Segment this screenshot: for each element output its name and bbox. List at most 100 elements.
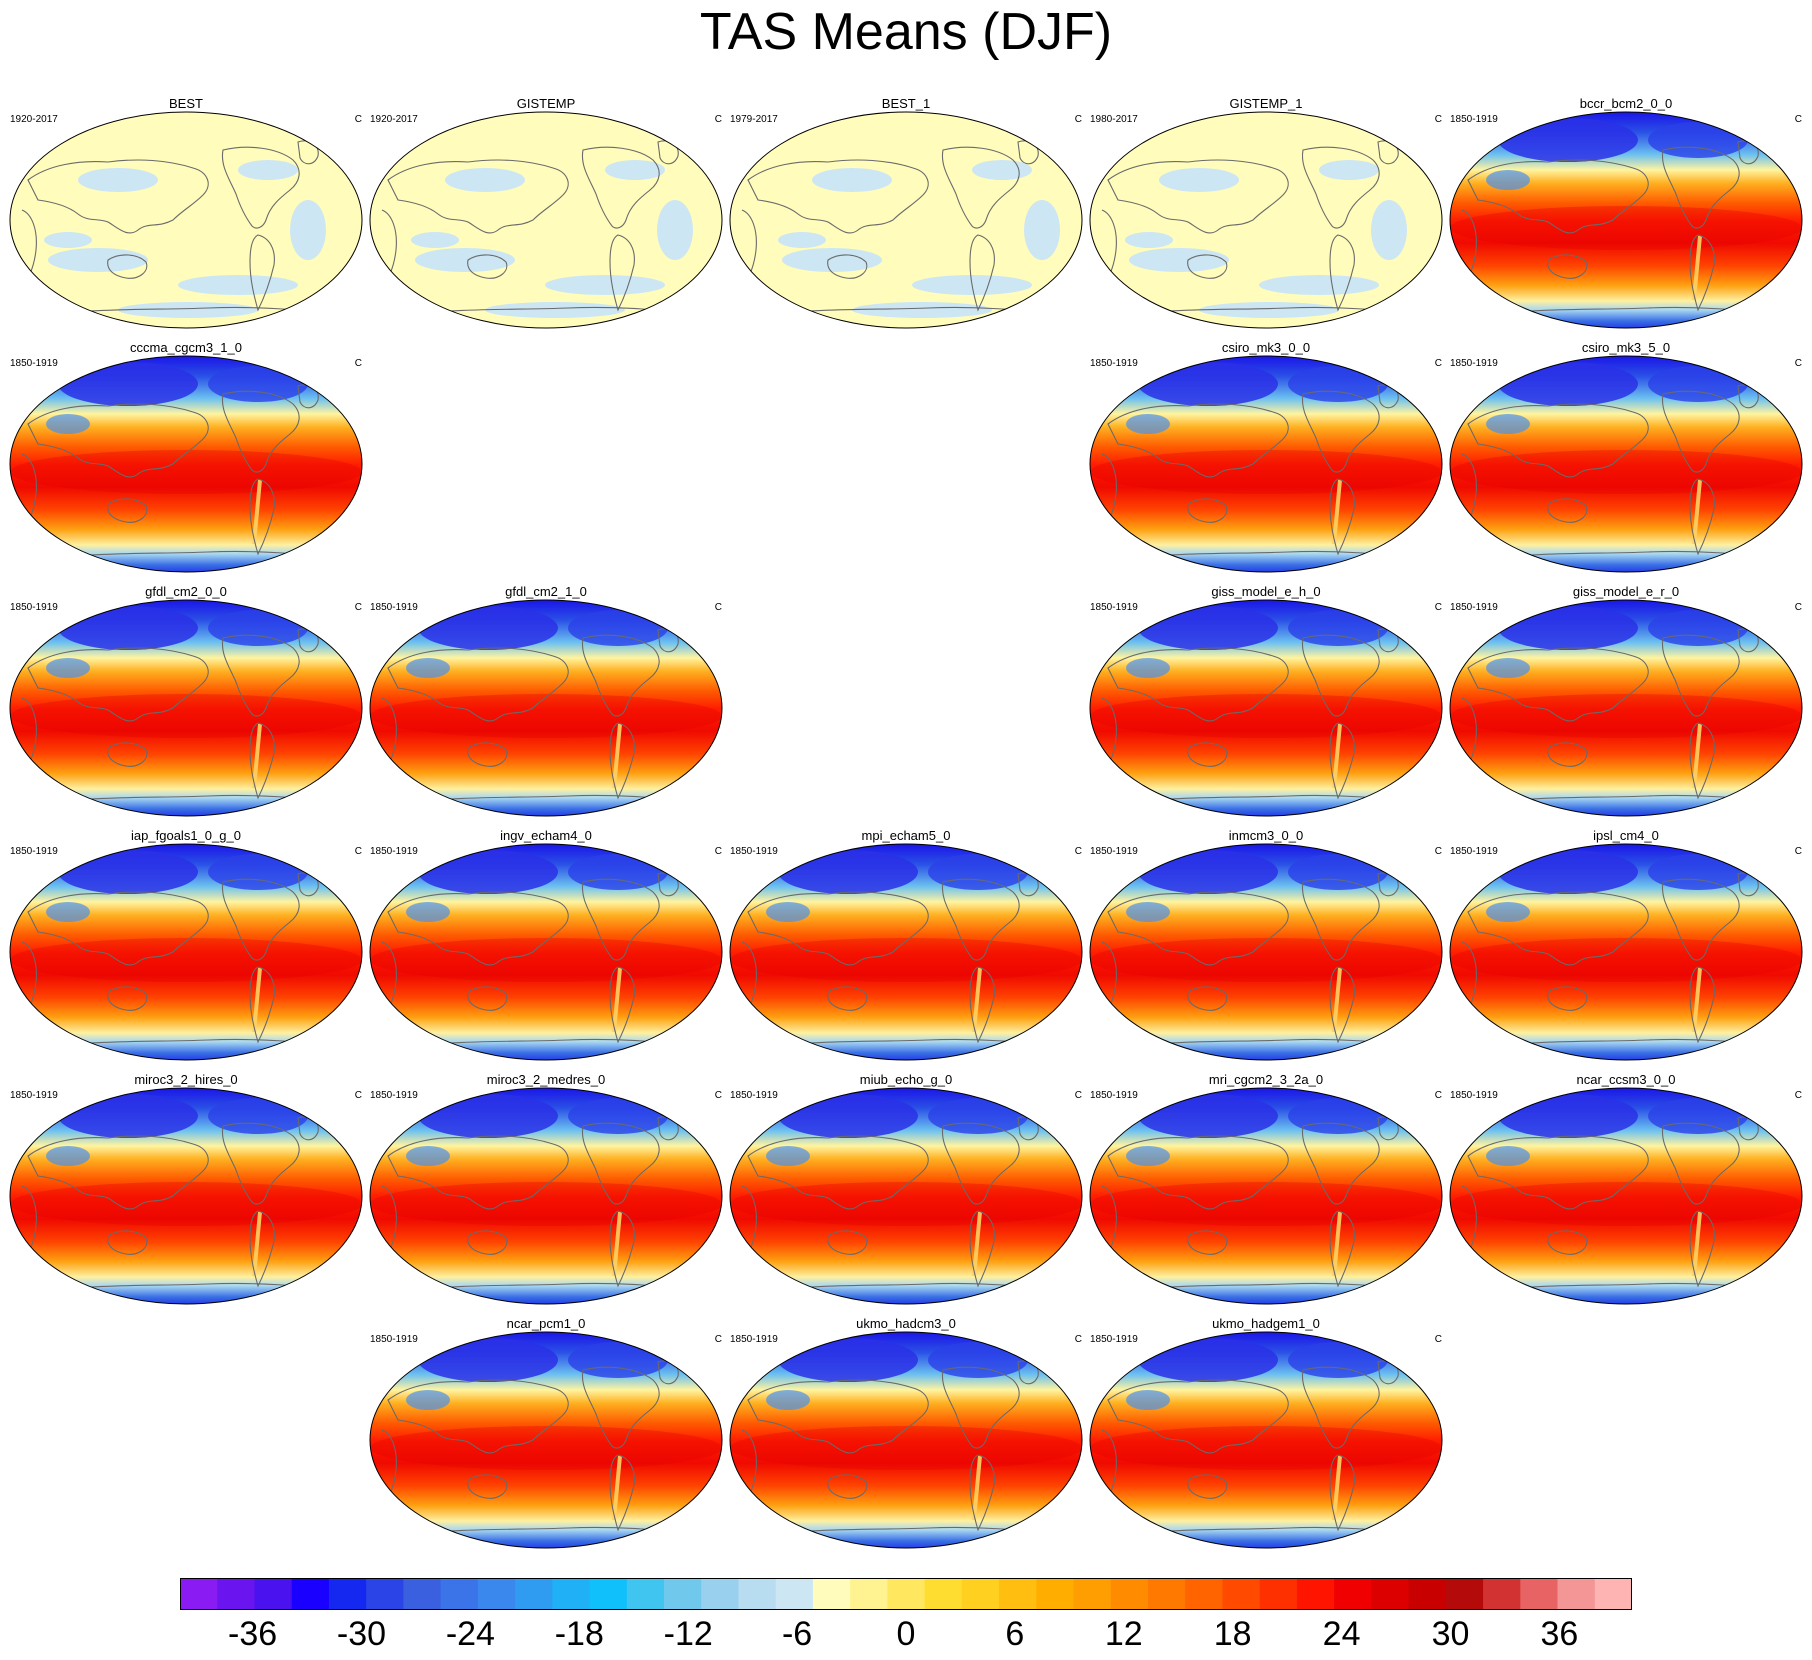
map-border bbox=[1449, 111, 1803, 329]
colorbar-swatch bbox=[626, 1578, 665, 1610]
panel-years: 1850-1919 bbox=[730, 1334, 778, 1345]
map-ellipse bbox=[1089, 599, 1443, 817]
colorbar-tick-label: -24 bbox=[445, 1615, 495, 1653]
colorbar-swatch bbox=[1594, 1578, 1632, 1610]
panel-years: 1850-1919 bbox=[370, 1090, 418, 1101]
panel-title: giss_model_e_r_0 bbox=[1572, 584, 1680, 599]
map-panel: mri_cgcm2_3_2a_0 1850-1919 C bbox=[1088, 1072, 1444, 1312]
anomaly-patch bbox=[1371, 200, 1407, 260]
panel-unit: C bbox=[1074, 1334, 1082, 1345]
map-panel: BEST 1920-2017 C bbox=[8, 96, 364, 336]
coastline bbox=[1689, 1210, 1715, 1288]
panel-years: 1850-1919 bbox=[1450, 358, 1498, 369]
map-border bbox=[729, 111, 1083, 329]
panel-unit: C bbox=[714, 602, 722, 613]
panel-years: 1850-1919 bbox=[10, 602, 58, 613]
coastline bbox=[1547, 742, 1588, 767]
map-ellipse bbox=[369, 1087, 723, 1305]
map-border bbox=[1089, 111, 1443, 329]
coastline bbox=[249, 234, 275, 312]
panel-unit: C bbox=[354, 358, 362, 369]
coastline bbox=[1187, 1230, 1228, 1255]
anomaly-patch bbox=[605, 160, 665, 180]
coastline bbox=[1329, 1210, 1355, 1288]
map-panel: ipsl_cm4_0 1850-1919 C bbox=[1448, 828, 1804, 1068]
map-border bbox=[9, 355, 363, 573]
panel-title: ipsl_cm4_0 bbox=[1593, 828, 1659, 843]
colorbar-tick-label: 6 bbox=[1005, 1615, 1025, 1653]
coastline bbox=[1187, 742, 1228, 767]
map-border bbox=[9, 843, 363, 1061]
panel-title: bccr_bcm2_0_0 bbox=[1579, 96, 1673, 111]
colorbar-tick-label: 12 bbox=[1104, 1615, 1143, 1653]
coastline bbox=[467, 254, 508, 279]
anomaly-patch bbox=[545, 275, 665, 295]
colorbar-swatch bbox=[440, 1578, 479, 1610]
panel-years: 1850-1919 bbox=[1450, 846, 1498, 857]
map-panel: GISTEMP_1 1980-2017 C bbox=[1088, 96, 1444, 336]
colorbar-swatch bbox=[477, 1578, 516, 1610]
map-border bbox=[369, 111, 723, 329]
anomaly-patch bbox=[657, 200, 693, 260]
coastline bbox=[1547, 1230, 1588, 1255]
panel-years: 1920-2017 bbox=[10, 114, 58, 125]
map-border bbox=[1089, 843, 1443, 1061]
coastline bbox=[1301, 1122, 1380, 1205]
coastline bbox=[27, 891, 209, 966]
colorbar-swatch bbox=[515, 1578, 553, 1610]
map-ellipse bbox=[1449, 843, 1803, 1061]
anomaly-patch bbox=[812, 168, 892, 192]
map-border bbox=[1089, 355, 1443, 573]
colorbar-swatch bbox=[291, 1578, 330, 1610]
map-ellipse bbox=[9, 599, 363, 817]
colorbar-tick-label: 30 bbox=[1431, 1615, 1470, 1653]
coastline bbox=[249, 722, 275, 800]
panel-title: BEST_1 bbox=[881, 96, 931, 111]
coastline bbox=[27, 647, 209, 722]
panel-unit: C bbox=[1434, 114, 1442, 125]
coastline bbox=[1661, 1122, 1740, 1205]
panel-unit: C bbox=[1434, 358, 1442, 369]
map-ellipse bbox=[369, 1331, 723, 1549]
panel-years: 1850-1919 bbox=[10, 846, 58, 857]
panel-years: 1850-1919 bbox=[1090, 358, 1138, 369]
coastline bbox=[1547, 254, 1588, 279]
panel-years: 1920-2017 bbox=[370, 114, 418, 125]
colorbar-swatch bbox=[1483, 1578, 1521, 1610]
map-panel: BEST_1 1979-2017 C bbox=[728, 96, 1084, 336]
anomaly-patch bbox=[411, 232, 459, 248]
panel-title: csiro_mk3_0_0 bbox=[1221, 340, 1311, 355]
colorbar-tick-label: -36 bbox=[228, 1615, 278, 1653]
map-panel: miub_echo_g_0 1850-1919 C bbox=[728, 1072, 1084, 1312]
map-border bbox=[369, 1087, 723, 1305]
map-border bbox=[1449, 843, 1803, 1061]
coastline bbox=[467, 1474, 508, 1499]
map-panel: gfdl_cm2_1_0 1850-1919 C bbox=[368, 584, 724, 824]
map-ellipse bbox=[1089, 111, 1443, 329]
anomaly-patch bbox=[852, 302, 992, 318]
coastline bbox=[969, 1454, 995, 1532]
map-panel: gfdl_cm2_0_0 1850-1919 C bbox=[8, 584, 364, 824]
anomaly-patch bbox=[1129, 248, 1229, 272]
anomaly-patch bbox=[238, 160, 298, 180]
panel-title: mri_cgcm2_3_2a_0 bbox=[1208, 1072, 1324, 1087]
map-ellipse bbox=[9, 111, 363, 329]
panel-title: ukmo_hadgem1_0 bbox=[1212, 1316, 1320, 1331]
colorbar-tick-label: 36 bbox=[1540, 1615, 1579, 1653]
colorbar-swatch bbox=[1148, 1578, 1186, 1610]
panel-unit: C bbox=[354, 1090, 362, 1101]
panel-unit: C bbox=[1794, 114, 1802, 125]
map-ellipse bbox=[9, 843, 363, 1061]
coastline bbox=[387, 891, 569, 966]
colorbar-swatch bbox=[328, 1578, 367, 1610]
panel-title: ncar_pcm1_0 bbox=[506, 1316, 586, 1331]
map-ellipse bbox=[729, 1087, 1083, 1305]
colorbar-swatch bbox=[664, 1578, 702, 1610]
colorbar-border bbox=[180, 1578, 1632, 1610]
colorbar-swatch bbox=[1408, 1578, 1447, 1610]
colorbar-tick-label: -6 bbox=[781, 1615, 813, 1653]
anomaly-patch bbox=[445, 168, 525, 192]
colorbar-swatch bbox=[1371, 1578, 1410, 1610]
map-ellipse bbox=[369, 843, 723, 1061]
anomaly-patch bbox=[415, 248, 515, 272]
